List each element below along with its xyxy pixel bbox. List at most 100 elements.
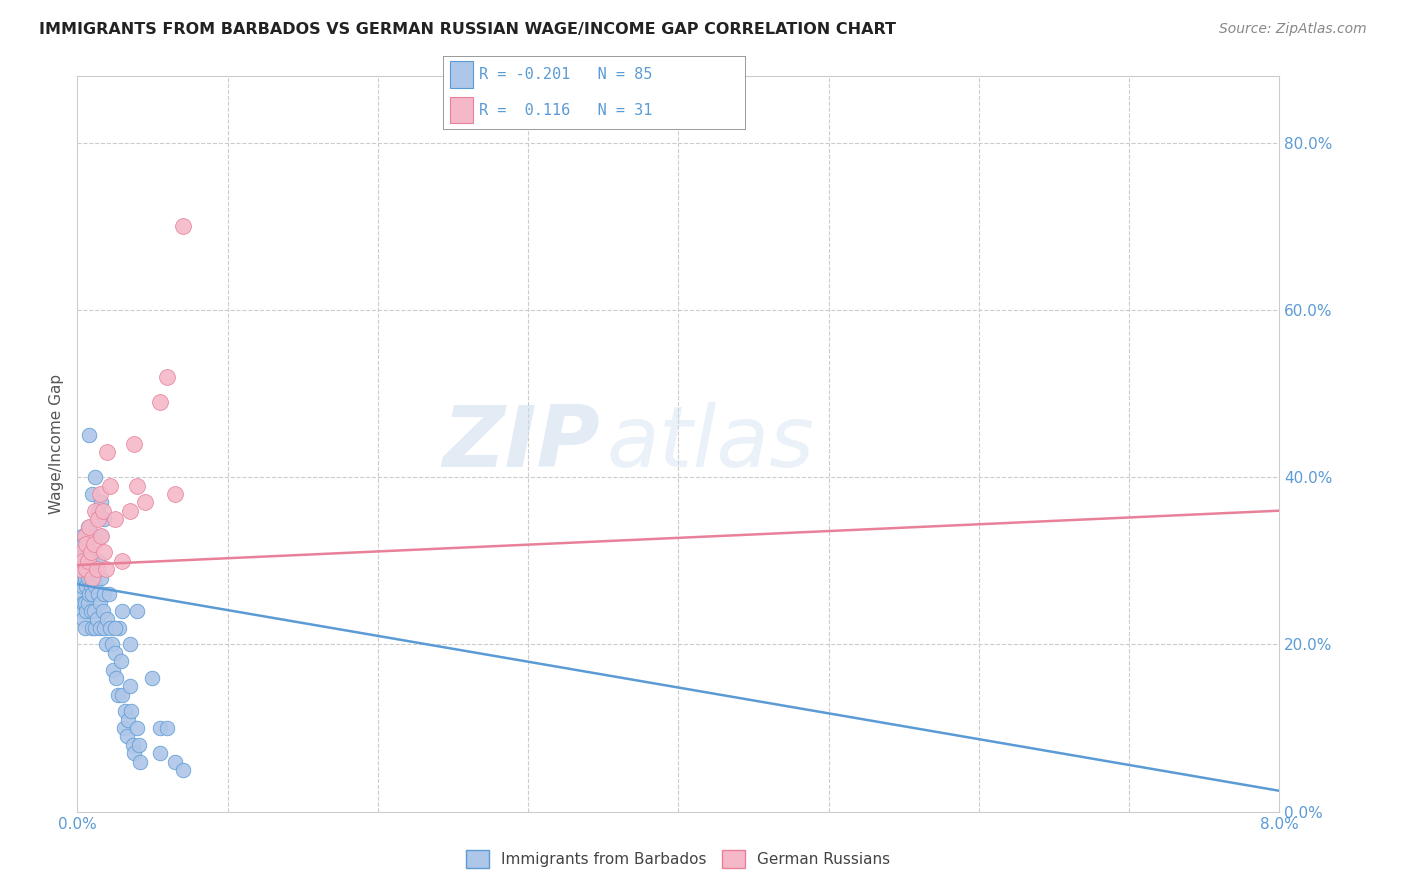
- Point: [103, 663, 125, 677]
- Point: [129, 755, 152, 769]
- Point: [108, 621, 131, 635]
- Point: [96, 612, 118, 626]
- Point: [128, 738, 150, 752]
- Point: [124, 746, 146, 760]
- Point: [172, 763, 194, 777]
- Text: IMMIGRANTS FROM BARBADOS VS GERMAN RUSSIAN WAGE/INCOME GAP CORRELATION CHART: IMMIGRANTS FROM BARBADOS VS GERMAN RUSSI…: [39, 22, 897, 37]
- Point: [72, 571, 94, 585]
- Point: [84, 470, 107, 484]
- Point: [163, 487, 186, 501]
- Point: [94, 637, 117, 651]
- Point: [70, 529, 93, 543]
- Point: [80, 579, 103, 593]
- Point: [72, 612, 94, 626]
- Point: [117, 713, 139, 727]
- Point: [82, 621, 104, 635]
- Point: [91, 503, 114, 517]
- Point: [83, 571, 105, 585]
- Point: [84, 579, 107, 593]
- Point: [73, 545, 96, 559]
- Point: [69, 587, 91, 601]
- Y-axis label: Wage/Income Gap: Wage/Income Gap: [49, 374, 65, 514]
- Point: [90, 529, 112, 543]
- Point: [120, 705, 142, 719]
- Point: [70, 604, 93, 618]
- Point: [79, 520, 101, 534]
- Point: [73, 596, 96, 610]
- Point: [90, 529, 112, 543]
- Point: [75, 529, 97, 543]
- Point: [149, 746, 172, 760]
- Point: [75, 554, 97, 568]
- Point: [82, 571, 104, 585]
- Point: [72, 596, 94, 610]
- Point: [82, 587, 104, 601]
- Point: [100, 478, 122, 492]
- Text: atlas: atlas: [606, 402, 814, 485]
- Point: [97, 587, 120, 601]
- Point: [156, 721, 179, 735]
- Point: [76, 596, 98, 610]
- Point: [86, 562, 108, 576]
- Point: [87, 512, 110, 526]
- Point: [107, 688, 129, 702]
- Point: [70, 562, 93, 576]
- Point: [87, 554, 110, 568]
- Point: [112, 721, 135, 735]
- Point: [93, 512, 115, 526]
- Point: [83, 604, 105, 618]
- Point: [105, 671, 128, 685]
- Point: [163, 755, 186, 769]
- Point: [82, 487, 104, 501]
- Point: [124, 436, 146, 450]
- Point: [93, 587, 115, 601]
- Point: [76, 571, 98, 585]
- Point: [93, 545, 115, 559]
- Point: [172, 219, 194, 234]
- Point: [69, 562, 91, 576]
- Text: Source: ZipAtlas.com: Source: ZipAtlas.com: [1219, 22, 1367, 37]
- Point: [72, 537, 94, 551]
- Point: [70, 545, 93, 559]
- Point: [111, 688, 134, 702]
- Point: [79, 428, 101, 442]
- Point: [127, 721, 149, 735]
- Point: [111, 604, 134, 618]
- Point: [100, 621, 122, 635]
- Text: R = -0.201   N = 85: R = -0.201 N = 85: [479, 67, 652, 82]
- Point: [73, 621, 96, 635]
- Point: [75, 604, 97, 618]
- Point: [70, 545, 93, 559]
- Point: [86, 612, 108, 626]
- Point: [127, 478, 149, 492]
- Point: [110, 654, 132, 668]
- Point: [70, 579, 93, 593]
- Point: [111, 554, 134, 568]
- Point: [104, 621, 127, 635]
- Point: [89, 596, 111, 610]
- Point: [80, 554, 103, 568]
- Text: ZIP: ZIP: [443, 402, 600, 485]
- Legend: Immigrants from Barbados, German Russians: Immigrants from Barbados, German Russian…: [460, 844, 897, 874]
- Point: [134, 495, 156, 509]
- Point: [118, 637, 141, 651]
- Point: [69, 571, 91, 585]
- Point: [75, 537, 97, 551]
- Point: [141, 671, 163, 685]
- Point: [118, 503, 141, 517]
- Point: [76, 520, 98, 534]
- Point: [82, 562, 104, 576]
- Point: [93, 621, 115, 635]
- Point: [80, 529, 103, 543]
- Point: [87, 503, 110, 517]
- Point: [101, 637, 124, 651]
- Point: [79, 554, 101, 568]
- Point: [89, 621, 111, 635]
- Point: [89, 487, 111, 501]
- Point: [115, 730, 138, 744]
- Point: [75, 579, 97, 593]
- Bar: [450, 97, 472, 123]
- Point: [104, 512, 127, 526]
- Point: [118, 679, 141, 693]
- Point: [149, 721, 172, 735]
